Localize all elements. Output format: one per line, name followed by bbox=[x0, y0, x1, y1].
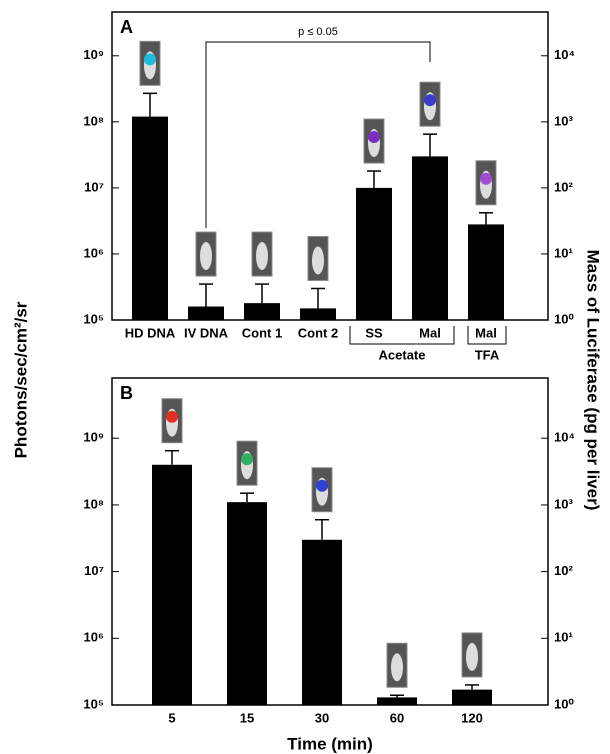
mouse-image-signal bbox=[424, 94, 436, 107]
x-tick-label: SS bbox=[365, 325, 383, 340]
y2-tick-label: 10³ bbox=[554, 496, 573, 511]
bar bbox=[152, 464, 192, 705]
x-axis-label: Time (min) bbox=[287, 734, 373, 753]
bar bbox=[227, 502, 267, 705]
y-tick-label: 10⁸ bbox=[83, 496, 104, 511]
x-tick-label: Mal bbox=[419, 325, 441, 340]
x-tick-label: 120 bbox=[461, 710, 483, 725]
y-axis-label: Photons/sec/cm²/sr bbox=[11, 301, 30, 458]
y2-tick-label: 10⁴ bbox=[554, 47, 575, 62]
mouse-image-body bbox=[466, 642, 478, 671]
mouse-image-signal bbox=[166, 410, 178, 423]
bar bbox=[412, 156, 448, 320]
bar bbox=[468, 224, 504, 320]
significance-label: p ≤ 0.05 bbox=[298, 26, 338, 38]
panel-label: A bbox=[120, 17, 133, 37]
y-tick-label: 10⁹ bbox=[83, 430, 104, 445]
x-tick-label: HD DNA bbox=[125, 325, 176, 340]
mouse-image-signal bbox=[316, 479, 328, 492]
y2-tick-label: 10⁴ bbox=[554, 430, 575, 445]
bar bbox=[300, 308, 336, 320]
bar bbox=[188, 306, 224, 320]
mouse-image-signal bbox=[241, 453, 253, 466]
y2-tick-label: 10² bbox=[554, 563, 573, 578]
y2-tick-label: 10⁰ bbox=[554, 311, 574, 326]
group-label: TFA bbox=[475, 347, 500, 362]
y-tick-label: 10⁸ bbox=[83, 113, 104, 128]
bar bbox=[132, 116, 168, 320]
y2-tick-label: 10¹ bbox=[554, 630, 573, 645]
x-tick-label: 30 bbox=[315, 710, 329, 725]
y2-tick-label: 10¹ bbox=[554, 245, 573, 260]
y-tick-label: 10⁶ bbox=[84, 630, 104, 645]
group-bracket bbox=[349, 326, 455, 345]
mouse-image-body bbox=[391, 653, 403, 682]
bar bbox=[244, 303, 280, 320]
x-tick-label: Cont 2 bbox=[298, 325, 338, 340]
y2-tick-label: 10² bbox=[554, 179, 573, 194]
y-tick-label: 10⁷ bbox=[84, 179, 104, 194]
significance-bracket bbox=[205, 41, 431, 229]
mouse-image-body bbox=[256, 242, 268, 271]
x-tick-label: IV DNA bbox=[184, 325, 229, 340]
group-label: Acetate bbox=[379, 347, 426, 362]
x-tick-label: 5 bbox=[168, 710, 175, 725]
y-tick-label: 10⁵ bbox=[83, 311, 104, 326]
y-tick-label: 10⁶ bbox=[84, 245, 104, 260]
mouse-image-signal bbox=[368, 131, 380, 144]
group-bracket bbox=[467, 326, 507, 345]
y2-axis-label: Mass of Luciferase (pg per liver) bbox=[584, 250, 603, 511]
x-tick-label: Cont 1 bbox=[242, 325, 282, 340]
x-tick-label: 15 bbox=[240, 710, 254, 725]
x-tick-label: 60 bbox=[390, 710, 404, 725]
mouse-image-body bbox=[200, 242, 212, 271]
y2-tick-label: 10⁰ bbox=[554, 696, 574, 711]
bar bbox=[302, 539, 342, 705]
bar bbox=[452, 689, 492, 705]
y-tick-label: 10⁷ bbox=[84, 563, 104, 578]
mouse-image-body bbox=[312, 246, 324, 275]
y-tick-label: 10⁹ bbox=[83, 47, 104, 62]
y-tick-label: 10⁵ bbox=[83, 696, 104, 711]
x-tick-label: Mal bbox=[475, 325, 497, 340]
mouse-image-signal bbox=[480, 172, 492, 185]
bar bbox=[377, 697, 417, 705]
y2-tick-label: 10³ bbox=[554, 113, 573, 128]
panel-label: B bbox=[120, 383, 133, 403]
bar bbox=[356, 187, 392, 320]
mouse-image-signal bbox=[144, 53, 156, 66]
